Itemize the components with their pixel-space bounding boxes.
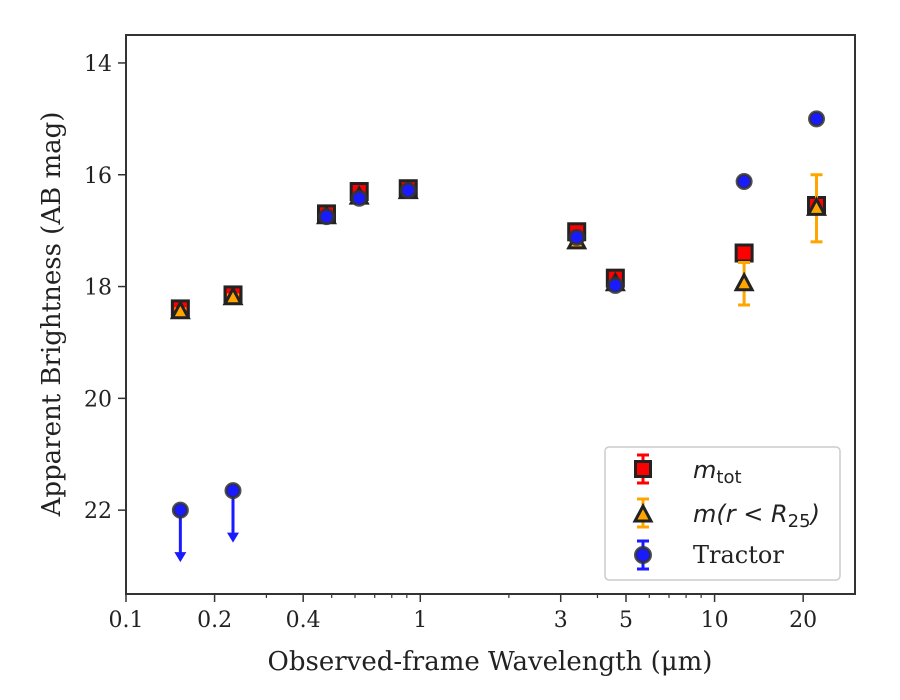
x-tick-label: 3	[554, 608, 568, 633]
tractor-point	[568, 228, 586, 246]
x-tick-label: 5	[619, 608, 633, 633]
legend-tractor-label: Tractor	[693, 541, 784, 569]
legend: mtot m(r < R25) Tractor	[604, 446, 841, 581]
y-tick-label: 16	[84, 164, 112, 189]
legend-mtot-label: mtot	[693, 456, 742, 488]
y-tick-label: 14	[84, 52, 112, 77]
mtot-point	[734, 243, 754, 263]
tractor-point	[171, 501, 189, 519]
mr25-point	[169, 299, 191, 320]
legend-mtot-marker	[634, 460, 652, 478]
tractor-upper-limit-arrowhead	[174, 552, 187, 563]
axes: 0.1 0.2 0.4 1 3 5 10 20 14 16 18 20 22	[84, 52, 817, 633]
plot-frame	[125, 34, 856, 595]
tractor-point	[399, 181, 417, 199]
tractor-point	[350, 189, 368, 207]
legend-box	[604, 446, 841, 581]
x-tick-label: 0.1	[109, 608, 144, 633]
legend-mr25-marker	[632, 502, 654, 523]
mr25-point	[733, 271, 755, 292]
x-tick-label: 20	[789, 608, 817, 633]
x-tick-label: 10	[701, 608, 729, 633]
mr25-point	[806, 196, 828, 216]
tractor-point	[606, 276, 624, 294]
tractor-point	[808, 110, 826, 128]
x-axis-label: Observed-frame Wavelength (μm)	[268, 647, 713, 677]
y-tick-label: 18	[84, 276, 112, 301]
legend-tractor-marker	[634, 546, 652, 564]
mr25-point	[222, 285, 244, 306]
tractor-point	[735, 172, 753, 190]
x-tick-label: 0.2	[197, 608, 232, 633]
y-axis-label: Apparent Brightness (AB mag)	[37, 112, 67, 518]
x-tick-label: 0.4	[286, 608, 321, 633]
tractor-point	[317, 208, 335, 226]
y-tick-label: 20	[84, 387, 112, 412]
legend-mr25-label: m(r < R25)	[693, 500, 820, 532]
data-layer	[169, 110, 828, 563]
x-tick-label: 1	[413, 608, 427, 633]
y-tick-label: 22	[84, 499, 112, 524]
tractor-point	[224, 482, 242, 500]
tractor-upper-limit-arrowhead	[227, 532, 240, 543]
